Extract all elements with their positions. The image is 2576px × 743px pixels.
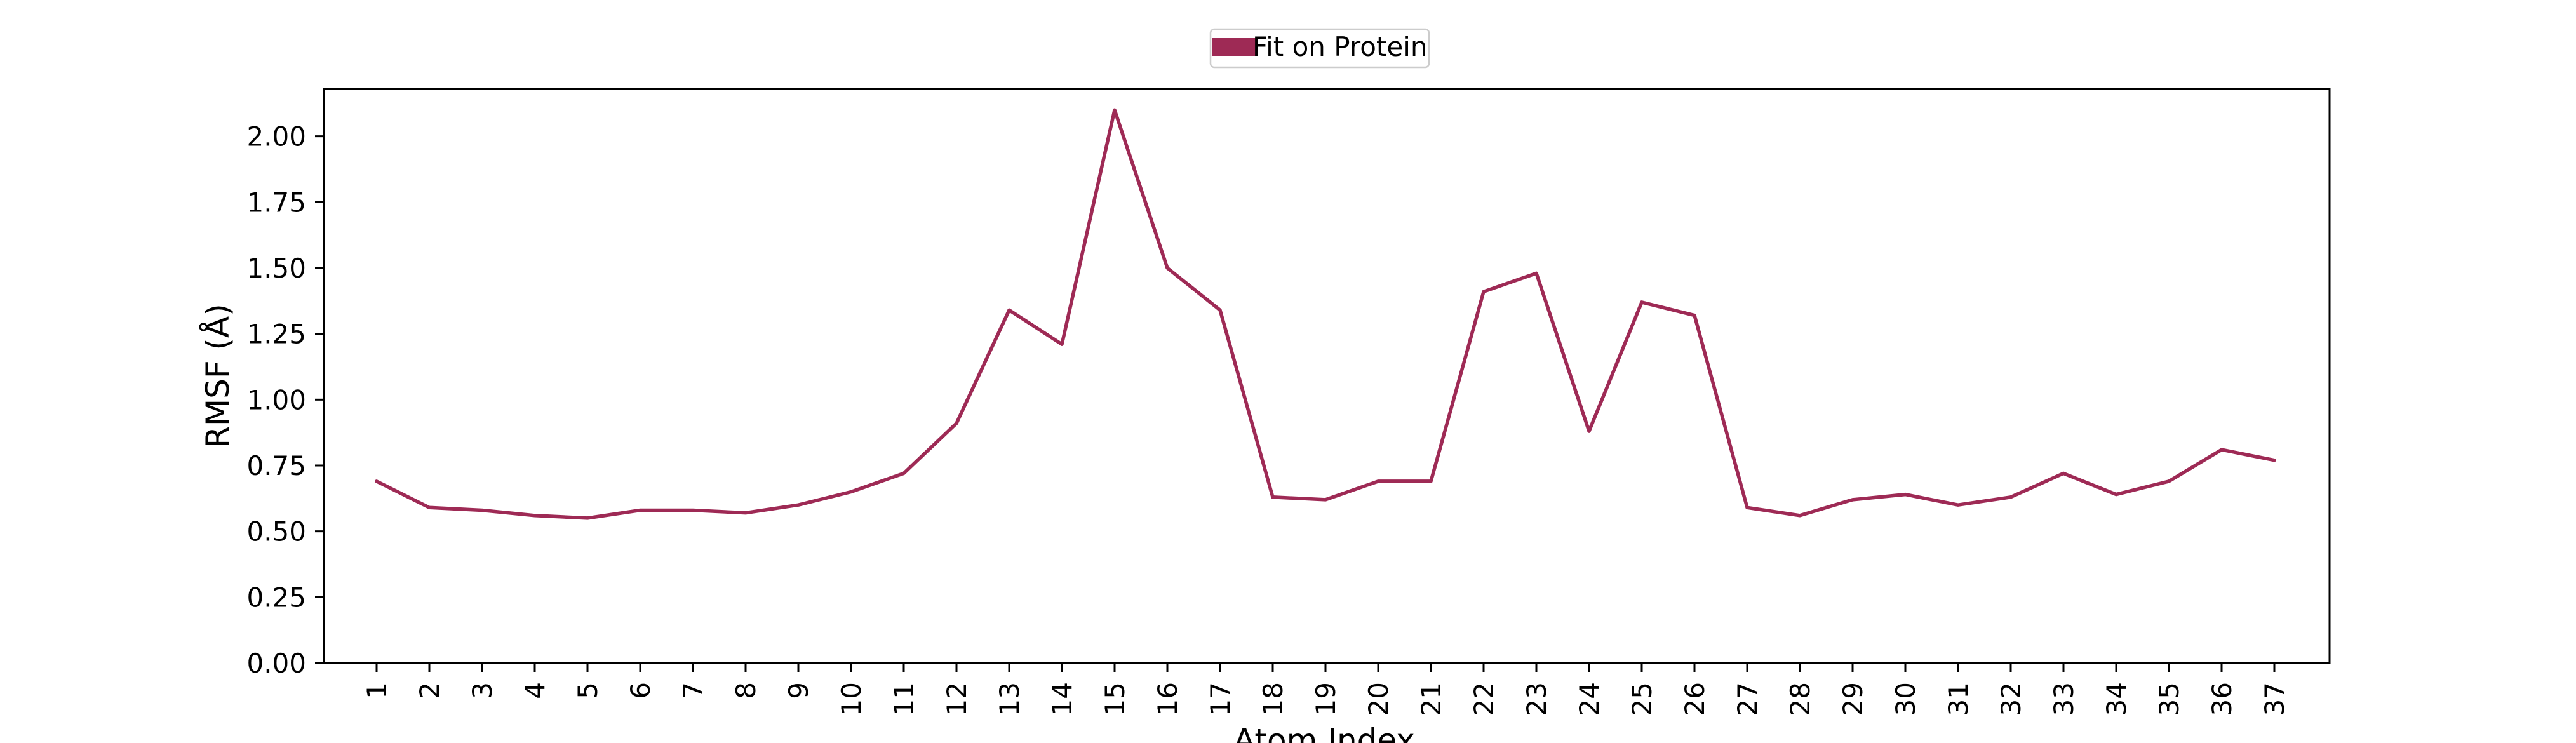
y-tick-label: 1.75 xyxy=(246,187,306,218)
y-tick-label: 1.25 xyxy=(246,319,306,350)
x-tick-label: 17 xyxy=(1205,682,1236,716)
x-axis-ticks: 1 2 3 4 5 6 7 8 9 10 11 12 13 14 15 16 17 18 19 20 21 22 23 24 2… xyxy=(361,663,2290,716)
x-tick-label: 20 xyxy=(1363,682,1394,716)
plot-area-frame xyxy=(323,88,2331,664)
y-tick-label: 0.50 xyxy=(246,516,306,547)
x-tick-label: 7 xyxy=(678,682,709,699)
x-tick-label: 1 xyxy=(361,682,392,699)
x-tick-label: 34 xyxy=(2101,682,2132,716)
x-tick-label: 14 xyxy=(1047,682,1078,716)
x-tick-label: 18 xyxy=(1258,682,1289,716)
x-tick-label: 28 xyxy=(1785,682,1816,716)
x-tick-label: 26 xyxy=(1679,682,1710,716)
x-tick-label: 15 xyxy=(1099,682,1130,716)
x-tick-label: 27 xyxy=(1732,682,1763,716)
x-tick-label: 9 xyxy=(783,682,814,699)
x-tick-label: 12 xyxy=(941,682,972,716)
x-tick-label: 37 xyxy=(2259,682,2290,716)
y-tick-label: 0.00 xyxy=(246,648,306,679)
x-tick-label: 16 xyxy=(1152,682,1183,716)
x-tick-label: 25 xyxy=(1627,682,1658,716)
series-line-fit-on-protein xyxy=(375,108,2276,520)
x-tick-label: 5 xyxy=(572,682,603,699)
x-tick-label: 22 xyxy=(1468,682,1499,716)
y-tick-label: 1.50 xyxy=(246,253,306,284)
x-tick-label: 19 xyxy=(1310,682,1341,716)
x-tick-label: 30 xyxy=(1890,682,1921,716)
y-tick-label: 0.25 xyxy=(246,582,306,613)
x-tick-label: 8 xyxy=(730,682,761,699)
x-tick-label: 2 xyxy=(414,682,445,699)
y-axis-ticks: 0.00 0.25 0.50 0.75 1.00 1.25 1.50 1.75 2.00 xyxy=(246,121,324,679)
x-axis-label: Atom Index xyxy=(1233,722,1415,743)
x-tick-label: 11 xyxy=(889,682,920,716)
legend: Fit on Protein xyxy=(1209,28,1430,69)
legend-swatch-fit-on-protein xyxy=(1212,38,1257,56)
x-tick-label: 13 xyxy=(994,682,1025,716)
x-tick-label: 33 xyxy=(2048,682,2079,716)
y-tick-label: 0.75 xyxy=(246,450,306,481)
y-tick-label: 1.00 xyxy=(246,384,306,415)
x-tick-label: 35 xyxy=(2154,682,2185,716)
x-tick-label: 36 xyxy=(2206,682,2237,716)
x-tick-label: 24 xyxy=(1574,682,1605,716)
y-axis-label: RMSF (Å) xyxy=(199,304,236,448)
y-tick-label: 2.00 xyxy=(246,121,306,152)
x-tick-label: 21 xyxy=(1416,682,1447,716)
legend-frame xyxy=(1209,28,1430,69)
x-tick-label: 4 xyxy=(520,682,551,699)
x-tick-label: 29 xyxy=(1837,682,1868,716)
x-tick-label: 10 xyxy=(836,682,867,716)
x-tick-label: 32 xyxy=(1996,682,2027,716)
x-tick-label: 3 xyxy=(467,682,498,699)
x-tick-label: 23 xyxy=(1521,682,1552,716)
x-tick-label: 31 xyxy=(1943,682,1974,716)
legend-label-fit-on-protein: Fit on Protein xyxy=(1252,31,1427,62)
x-tick-label: 6 xyxy=(625,682,656,699)
